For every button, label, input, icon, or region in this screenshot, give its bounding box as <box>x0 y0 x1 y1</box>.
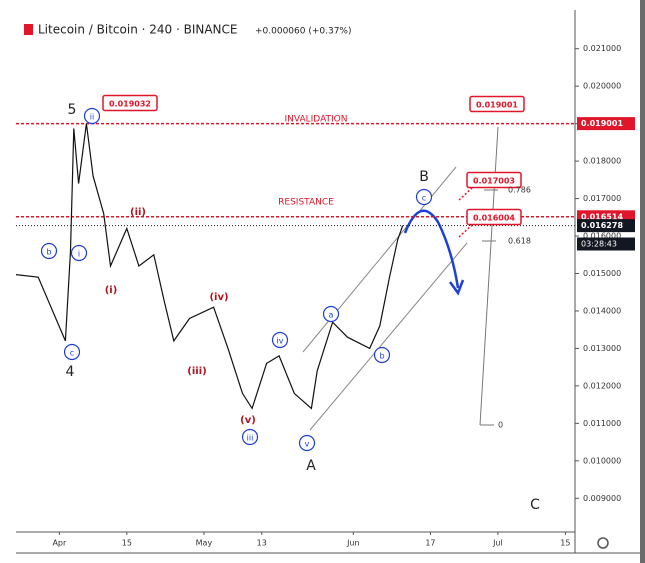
projection-arrow <box>403 209 460 289</box>
arrow-head <box>448 279 465 296</box>
y-tick-label: 0.011000 <box>583 419 621 428</box>
chart-title: Litecoin / Bitcoin · 240 · BINANCE <box>38 23 238 37</box>
x-tick-label: 15 <box>560 539 570 548</box>
callout-label: 0.019032 <box>109 100 151 109</box>
countdown-box <box>577 237 635 251</box>
y-tick-label: 0.021000 <box>583 44 621 53</box>
wave-label: A <box>306 458 316 474</box>
y-tick-label: 0.016000 <box>583 232 621 241</box>
wave-label: RESISTANCE <box>278 198 334 208</box>
y-tick-label: 0.015000 <box>583 269 621 278</box>
wave-label: b <box>379 352 384 361</box>
wave-label: v <box>305 440 310 449</box>
wave-circle <box>63 343 81 361</box>
wave-label: iv <box>277 337 284 346</box>
wave-circle <box>241 428 259 446</box>
wave-circle <box>83 107 101 125</box>
wave-label: c <box>70 349 74 358</box>
wave-label: 0.618 <box>508 237 531 246</box>
callout-label: 0.017003 <box>473 177 515 186</box>
wave-label: (iii) <box>187 366 206 377</box>
wave-label: B <box>419 169 429 185</box>
wave-label: c <box>422 194 426 203</box>
callout-label: 0.019001 <box>476 101 518 110</box>
callout-box <box>469 95 525 113</box>
wave-label: (i) <box>105 285 118 296</box>
y-tick-label: 0.014000 <box>583 306 621 315</box>
wave-label: C <box>530 497 540 513</box>
wave-label: INVALIDATION <box>285 115 348 125</box>
price-label: 0.019001 <box>581 119 623 128</box>
price-change: +0.000060 (+0.37%) <box>255 27 352 37</box>
wave-circle <box>373 346 391 364</box>
wave-circle <box>322 305 340 323</box>
x-tick-label: Jul <box>492 539 503 548</box>
wave-circle <box>415 188 433 206</box>
wave-label: 5 <box>68 102 77 118</box>
x-tick-label: 13 <box>257 539 267 548</box>
wave-circle <box>40 242 58 260</box>
y-tick-label: 0.012000 <box>583 381 621 390</box>
wave-circle <box>70 244 88 262</box>
wave-label: (iv) <box>209 292 228 303</box>
price-line-series <box>15 123 404 410</box>
wave-label: iii <box>247 434 254 443</box>
x-tick-label: Apr <box>52 539 67 548</box>
x-tick-label: 15 <box>122 539 132 548</box>
price-label: 0.016278 <box>581 221 623 230</box>
x-tick-label: 17 <box>425 539 435 548</box>
settings-icon[interactable] <box>597 537 609 549</box>
symbol-icon <box>24 24 33 35</box>
wave-label: i <box>78 250 80 259</box>
y-tick-label: 0.017000 <box>583 194 621 203</box>
wave-circle <box>271 331 289 349</box>
callout-label: 0.016004 <box>473 214 515 223</box>
callout-box <box>102 94 158 112</box>
window-edge <box>640 0 645 563</box>
wave-label: 0.786 <box>508 186 531 195</box>
wave-label: 0 <box>498 421 503 430</box>
wave-circle <box>298 434 316 452</box>
y-tick-label: 0.018000 <box>583 157 621 166</box>
wave-label: a <box>329 311 334 320</box>
wave-label: ii <box>90 113 94 122</box>
x-tick-label: May <box>196 539 213 548</box>
y-tick-label: 0.009000 <box>583 494 621 503</box>
price-label: 0.016514 <box>581 212 623 221</box>
callout-box <box>466 171 522 189</box>
wave-label: 4 <box>66 364 75 380</box>
y-tick-label: 0.020000 <box>583 82 621 91</box>
y-tick-label: 0.010000 <box>583 456 621 465</box>
y-tick-label: 0.013000 <box>583 344 621 353</box>
wave-label: b <box>46 248 51 257</box>
wave-label: (v) <box>240 415 256 426</box>
x-tick-label: Jun <box>346 539 360 548</box>
countdown: 03:28:43 <box>581 240 617 249</box>
callout-line <box>458 187 473 201</box>
price-label-box <box>577 117 635 131</box>
price-label-box <box>577 219 635 233</box>
callout-line <box>458 224 473 238</box>
channel-lower <box>309 242 468 431</box>
callout-box <box>466 208 522 226</box>
wave-label: (ii) <box>130 207 146 218</box>
